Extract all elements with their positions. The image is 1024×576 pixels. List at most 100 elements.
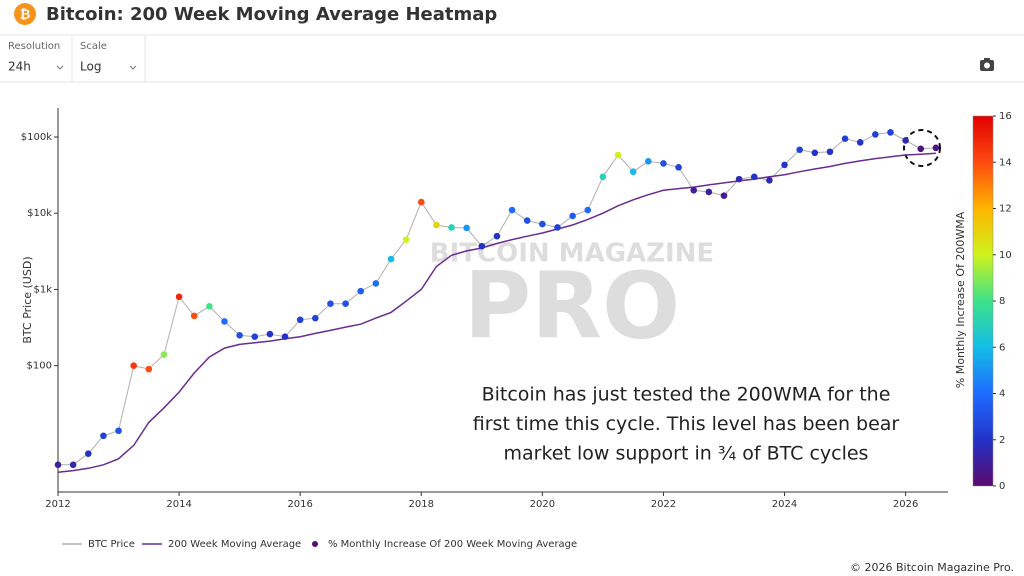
x-tick-label: 2018: [409, 499, 434, 510]
heatmap-dot: [856, 139, 864, 146]
control-label: Scale: [80, 41, 107, 52]
heatmap-dot: [236, 332, 243, 339]
heatmap-dot: [175, 293, 183, 301]
y-tick-label: $1k: [33, 284, 52, 295]
bitcoin-icon: [14, 3, 36, 25]
y-tick-label: $100k: [21, 132, 52, 143]
heatmap-dot: [84, 450, 92, 457]
heatmap-dot: [160, 351, 168, 358]
heatmap-dot: [811, 149, 819, 157]
heatmap-dot: [372, 280, 380, 287]
dropdown-chevron[interactable]: [129, 65, 137, 70]
heatmap-dot: [251, 333, 259, 340]
heatmap-dot: [100, 432, 107, 440]
heatmap-dot: [493, 232, 501, 240]
x-tick-label: 2014: [166, 499, 191, 510]
heatmap-dot: [826, 148, 834, 156]
heatmap-dot: [750, 173, 758, 181]
heatmap-dot: [902, 137, 909, 144]
heatmap-dot: [539, 220, 546, 228]
heatmap-dot: [206, 303, 213, 310]
colorbar-tick-label: 4: [999, 389, 1005, 400]
x-tick-label: 2022: [651, 499, 676, 510]
heatmap-dot: [645, 157, 652, 165]
x-tick-label: 2020: [530, 499, 555, 510]
watermark: BITCOIN MAGAZINE PRO: [430, 239, 714, 360]
colorbar-label: % Monthly Increase Of 200WMA: [954, 211, 967, 388]
camera-top[interactable]: [984, 58, 990, 61]
control-value[interactable]: Log: [80, 60, 101, 74]
heatmap-dot: [720, 192, 728, 199]
camera-lens[interactable]: [984, 62, 990, 69]
heatmap-dot: [766, 177, 773, 184]
y-tick-label: $100: [27, 361, 52, 372]
dropdown-chevron[interactable]: [56, 65, 64, 70]
heatmap-dot: [796, 146, 803, 154]
heatmap-dot: [327, 300, 334, 307]
annotation: market low support in ¾ of BTC cycles: [504, 443, 869, 465]
copyright: © 2026 Bitcoin Magazine Pro.: [850, 561, 1014, 574]
legend-label: BTC Price: [88, 539, 135, 550]
heatmap-dot: [145, 365, 153, 373]
colorbar-tick-label: 6: [999, 342, 1005, 353]
heatmap-dot: [69, 461, 77, 469]
legend-label: 200 Week Moving Average: [168, 539, 301, 550]
heatmap-dot: [660, 160, 667, 167]
heatmap-dot: [433, 221, 440, 229]
colorbar-tick-label: 0: [999, 481, 1005, 492]
heatmap-dot: [675, 164, 682, 171]
y-axis-label: BTC Price (USD): [21, 256, 34, 343]
heatmap-dot: [554, 224, 561, 231]
heatmap-dot: [312, 314, 319, 322]
heatmap-dot: [448, 224, 455, 231]
watermark-text: BITCOIN MAGAZINE: [430, 239, 714, 269]
heatmap-dot: [130, 362, 137, 369]
colorbar-tick-label: 14: [999, 157, 1012, 168]
heatmap-dot: [387, 255, 395, 263]
colorbar-tick-label: 12: [999, 204, 1012, 215]
heatmap-dot: [417, 198, 425, 206]
heatmap-dot: [463, 224, 470, 232]
heatmap-dot: [478, 242, 486, 250]
x-tick-label: 2024: [772, 499, 797, 510]
heatmap-dot: [523, 217, 531, 224]
heatmap-dot: [569, 212, 576, 220]
colorbar-tick-label: 2: [999, 435, 1005, 446]
control-value[interactable]: 24h: [8, 60, 31, 74]
x-tick-label: 2016: [287, 499, 312, 510]
heatmap-dot: [190, 312, 198, 320]
highlight-circle: [903, 129, 941, 167]
legend-swatch: [312, 541, 318, 547]
watermark-text: PRO: [464, 252, 680, 359]
heatmap-dot: [221, 318, 228, 325]
heatmap-dot: [872, 131, 879, 138]
heatmap-dot: [614, 151, 622, 159]
series-line: [57, 152, 936, 473]
heatmap-dot: [357, 287, 365, 295]
heatmap-dot: [841, 135, 849, 142]
heatmap-dot: [584, 206, 592, 214]
heatmap-dot: [917, 145, 925, 153]
page-title: Bitcoin: 200 Week Moving Average Heatmap: [46, 4, 497, 25]
heatmap-dot: [281, 333, 289, 340]
colorbar-tick-label: 16: [999, 111, 1012, 122]
colorbar-tick-label: 8: [999, 296, 1005, 307]
heatmap-dot: [690, 186, 698, 194]
legend-label: % Monthly Increase Of 200 Week Moving Av…: [328, 539, 577, 550]
heatmap-dot: [54, 461, 62, 469]
heatmap-dot: [296, 316, 304, 324]
heatmap-dot: [342, 300, 349, 307]
x-tick-label: 2012: [45, 499, 70, 510]
y-tick-label: $10k: [27, 208, 52, 219]
heatmap-dot: [266, 330, 274, 338]
annotation: Bitcoin has just tested the 200WMA for t…: [482, 384, 891, 406]
heatmap-dot: [735, 175, 743, 183]
heatmap-dot: [508, 206, 516, 214]
bitcoin-icon-glyph: ₿: [20, 8, 31, 23]
heatmap-dot: [599, 173, 607, 181]
heatmap-dot: [781, 161, 788, 169]
colorbar: [972, 115, 994, 487]
camera-button[interactable]: [980, 58, 994, 71]
annotation: first time this cycle. This level has be…: [473, 413, 900, 435]
